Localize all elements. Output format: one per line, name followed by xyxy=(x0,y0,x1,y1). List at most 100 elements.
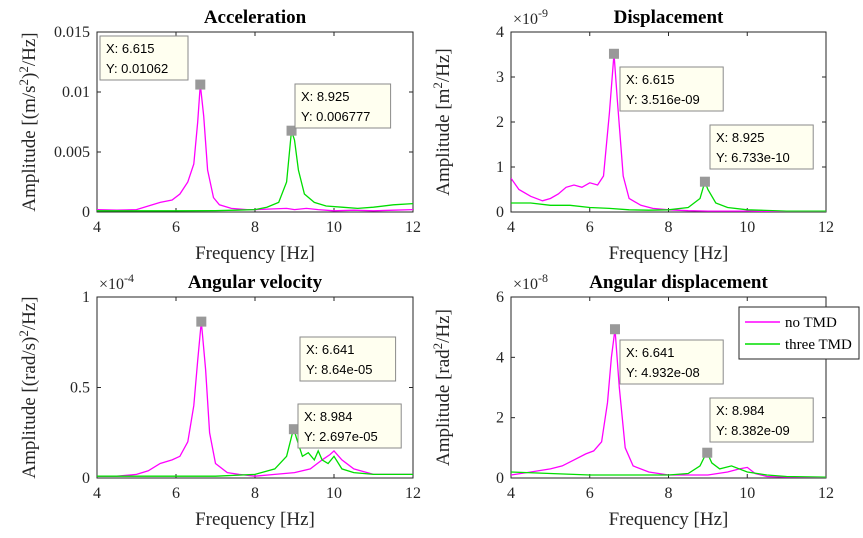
datatip-x: X: 8.925 xyxy=(301,89,349,104)
legend-label-three-tmd: three TMD xyxy=(785,337,852,353)
datatip-box[interactable] xyxy=(709,124,814,170)
datatip-box[interactable] xyxy=(297,403,402,449)
datatip-marker[interactable] xyxy=(288,424,299,435)
x-tick-label: 8 xyxy=(665,485,673,502)
axes-box xyxy=(510,31,827,213)
datatip-y: Y: 0.006777 xyxy=(301,109,370,124)
x-tick-label: 10 xyxy=(739,485,755,502)
y-tick-label: 1 xyxy=(82,289,90,306)
series-line-three-tmd xyxy=(511,451,826,478)
y-tick-label: 0.5 xyxy=(70,380,90,397)
datatip-x: X: 8.925 xyxy=(716,130,764,145)
datatip-y: Y: 2.697e-05 xyxy=(304,429,378,444)
series-line-no-tmd xyxy=(511,53,826,212)
datatip-y: Y: 4.932e-08 xyxy=(626,365,700,380)
y-tick-label: 6 xyxy=(496,289,504,306)
y-tick-label: 0.01 xyxy=(62,84,90,101)
x-tick-label: 6 xyxy=(172,485,180,502)
y-tick-label: 3 xyxy=(496,69,504,86)
datatip-x: X: 6.615 xyxy=(106,41,154,56)
x-axis-label: Frequency [Hz] xyxy=(195,509,315,530)
y-tick-label: 0 xyxy=(496,470,504,487)
datatip-box[interactable] xyxy=(299,336,397,382)
panel-angular-displacement: 4 6 8 10 12 0 2 4 6 ×10-8 Angular displacement Freq… xyxy=(430,271,835,530)
panel-angular-velocity: 4 6 8 10 12 0 0.5 1 ×10-4 Angular velocity Frequen… xyxy=(16,271,422,530)
datatip-y: Y: 0.01062 xyxy=(106,61,168,76)
y-axis-label: Amplitude [m2/Hz] xyxy=(430,48,455,195)
y-tick-label: 0.005 xyxy=(54,144,90,161)
x-tick-label: 8 xyxy=(251,485,259,502)
x-axis-label: Frequency [Hz] xyxy=(195,243,315,264)
x-tick-label: 4 xyxy=(93,219,101,236)
y-exponent-label: ×10-4 xyxy=(99,271,134,293)
x-tick-label: 12 xyxy=(405,485,421,502)
datatip-box[interactable] xyxy=(709,397,814,443)
chart-title: Angular velocity xyxy=(188,272,323,293)
datatip-box[interactable] xyxy=(99,35,189,81)
x-tick-label: 4 xyxy=(93,485,101,502)
datatip-marker[interactable] xyxy=(195,79,206,90)
chart-title: Displacement xyxy=(614,7,724,28)
axes-box xyxy=(96,296,414,479)
y-tick-label: 4 xyxy=(496,349,504,366)
datatip-y: Y: 8.64e-05 xyxy=(306,362,373,377)
y-tick-label: 2 xyxy=(496,114,504,131)
datatip-box[interactable] xyxy=(619,66,724,112)
datatip-x: X: 6.641 xyxy=(626,345,674,360)
datatip-marker[interactable] xyxy=(702,447,713,458)
datatip-marker[interactable] xyxy=(286,125,297,136)
y-axis-label: Amplitude [rad2/Hz] xyxy=(430,309,455,466)
y-tick-label: 0.015 xyxy=(54,24,90,41)
datatip-box[interactable] xyxy=(619,339,724,385)
y-exponent-label: ×10-8 xyxy=(513,271,548,293)
x-tick-label: 6 xyxy=(172,219,180,236)
y-tick-label: 0 xyxy=(496,204,504,221)
panel-acceleration: 4 6 8 10 12 0 0.005 0.01 0.015 Acceleration Freque… xyxy=(16,7,422,264)
legend-label-no-tmd: no TMD xyxy=(785,315,837,331)
datatip-marker[interactable] xyxy=(609,324,620,335)
x-tick-label: 10 xyxy=(326,485,342,502)
x-tick-label: 8 xyxy=(251,219,259,236)
legend: no TMD three TMD xyxy=(738,306,860,360)
y-tick-label: 2 xyxy=(496,410,504,427)
datatip-x: X: 6.641 xyxy=(306,342,354,357)
series-line-no-tmd xyxy=(511,329,826,478)
x-tick-label: 10 xyxy=(739,219,755,236)
x-axis-label: Frequency [Hz] xyxy=(609,509,729,530)
x-tick-label: 12 xyxy=(818,219,834,236)
x-tick-label: 6 xyxy=(586,485,594,502)
x-tick-label: 12 xyxy=(405,219,421,236)
series-line-no-tmd xyxy=(97,321,413,477)
datatip-x: X: 8.984 xyxy=(716,403,764,418)
x-tick-label: 12 xyxy=(818,485,834,502)
datatip-y: Y: 6.733e-10 xyxy=(716,150,790,165)
y-axis-label: Amplitude [(rad/s)2/Hz] xyxy=(16,296,41,478)
datatip-marker[interactable] xyxy=(608,48,619,59)
x-tick-label: 10 xyxy=(326,219,342,236)
series-line-no-tmd xyxy=(97,84,413,212)
datatip-marker[interactable] xyxy=(699,176,710,187)
chart-title: Acceleration xyxy=(204,7,307,28)
x-tick-label: 4 xyxy=(507,219,515,236)
series-line-three-tmd xyxy=(97,130,413,212)
y-tick-label: 1 xyxy=(496,159,504,176)
x-tick-label: 6 xyxy=(586,219,594,236)
x-tick-label: 8 xyxy=(665,219,673,236)
chart-title: Angular displacement xyxy=(589,272,768,293)
legend-box xyxy=(738,306,860,360)
datatip-box[interactable] xyxy=(294,83,392,129)
datatip-x: X: 8.984 xyxy=(304,409,352,424)
datatip-x: X: 6.615 xyxy=(626,72,674,87)
datatip-y: Y: 8.382e-09 xyxy=(716,423,790,438)
y-tick-label: 0 xyxy=(82,470,90,487)
datatip-marker[interactable] xyxy=(196,316,207,327)
y-tick-label: 4 xyxy=(496,24,504,41)
y-axis-label: Amplitude [(m/s2)2/Hz] xyxy=(16,32,41,211)
x-tick-label: 4 xyxy=(507,485,515,502)
series-line-three-tmd xyxy=(97,427,413,477)
datatip-y: Y: 3.516e-09 xyxy=(626,92,700,107)
y-tick-label: 0 xyxy=(82,204,90,221)
x-axis-label: Frequency [Hz] xyxy=(609,243,729,264)
